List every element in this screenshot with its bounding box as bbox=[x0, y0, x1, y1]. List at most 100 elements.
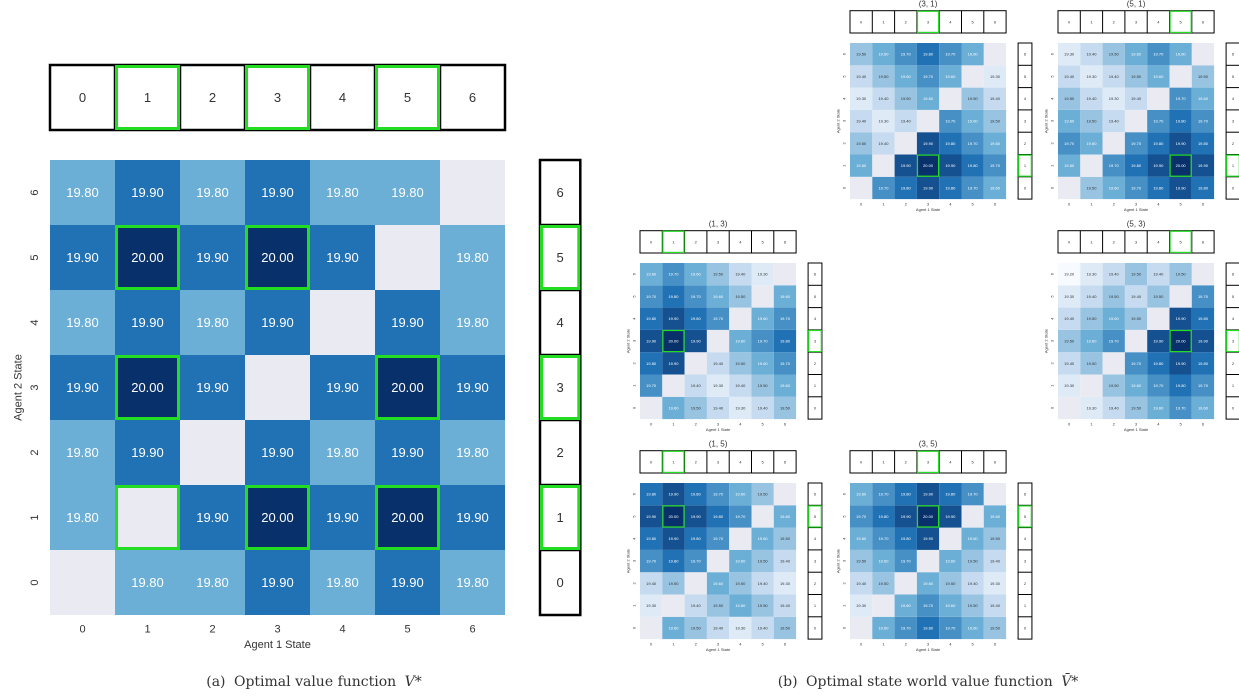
cell-value-label: 19.50 bbox=[713, 272, 724, 277]
y-tick-label: 2 bbox=[632, 581, 637, 584]
y-tick-label: 3 bbox=[842, 559, 847, 562]
cell-value-label: 19.80 bbox=[901, 185, 912, 190]
heatmap-cell bbox=[662, 329, 685, 353]
heatmap-cell bbox=[894, 616, 917, 640]
agent2-strip-label: 6 bbox=[814, 492, 817, 497]
heatmap-cell bbox=[916, 87, 940, 110]
highlighted-cell-outline bbox=[375, 355, 440, 420]
agent2-strip-label: 3 bbox=[1232, 338, 1235, 343]
heatmap-cell bbox=[115, 160, 180, 225]
heatmap-cell bbox=[1147, 263, 1170, 286]
heatmap-cell bbox=[1102, 329, 1125, 353]
heatmap-cell bbox=[916, 549, 940, 573]
agent1-strip-frame bbox=[48, 63, 507, 132]
cell-value-label: 19.80 bbox=[1153, 361, 1164, 366]
x-tick-label: 1 bbox=[672, 422, 675, 427]
agent2-strip-label: 3 bbox=[1024, 558, 1027, 563]
heatmap-cell bbox=[850, 505, 873, 528]
agent2-strip-label: 5 bbox=[814, 514, 817, 519]
heatmap-cell bbox=[961, 549, 984, 573]
x-tick-label: 4 bbox=[339, 624, 345, 636]
heatmap-cell bbox=[1058, 329, 1081, 353]
x-tick-label: 6 bbox=[784, 422, 787, 427]
heatmap-cell bbox=[1191, 396, 1215, 420]
agent2-strip-label: 5 bbox=[557, 250, 564, 265]
cell-value-label: 19.40 bbox=[735, 272, 746, 277]
cell-value-label: 19.40 bbox=[780, 603, 791, 608]
agent1-strip-label: 1 bbox=[672, 239, 675, 244]
heatmap-cell bbox=[1191, 374, 1215, 397]
heatmap-cell bbox=[684, 307, 707, 330]
cell-value-label: 19.20 bbox=[1064, 272, 1075, 277]
agent2-strip-label: 5 bbox=[1024, 514, 1027, 519]
heatmap-cell bbox=[850, 594, 873, 617]
cell-value-label: 19.90 bbox=[923, 492, 934, 497]
cell-value-label: 19.90 bbox=[326, 510, 359, 525]
cell-value-label: 19.50 bbox=[1109, 383, 1120, 388]
cell-value-label: 19.90 bbox=[668, 492, 679, 497]
heatmap-cell bbox=[1058, 176, 1081, 200]
caption-a-label: (a) bbox=[206, 674, 225, 690]
cell-value-label: 19.60 bbox=[735, 558, 746, 563]
cell-value-label: 19.30 bbox=[878, 118, 889, 123]
x-tick-label: 5 bbox=[972, 642, 975, 647]
cell-value-label: 19.70 bbox=[901, 625, 912, 630]
heatmap-cell bbox=[894, 549, 917, 573]
cell-value-label: 19.80 bbox=[1198, 185, 1209, 190]
cell-value-label: 19.60 bbox=[990, 514, 1001, 519]
cell-value-label: 19.70 bbox=[878, 185, 889, 190]
cell-value-label: 19.50 bbox=[968, 558, 979, 563]
heatmap-cell bbox=[729, 483, 752, 506]
cell-value-label: 19.50 bbox=[1086, 185, 1097, 190]
cell-value-label: 19.90 bbox=[66, 380, 99, 395]
agent1-strip-label: 3 bbox=[1135, 239, 1138, 244]
agent1-strip-label: 3 bbox=[927, 459, 930, 464]
heatmap-cell bbox=[751, 263, 774, 286]
heatmap-cell bbox=[50, 355, 115, 420]
cell-value-label: 19.90 bbox=[196, 380, 229, 395]
cell-value-label: 19.40 bbox=[1131, 294, 1142, 299]
heatmap-cell bbox=[1169, 374, 1192, 397]
heatmap-title: (1, 5) bbox=[709, 440, 728, 449]
cell-value-label: 19.50 bbox=[713, 603, 724, 608]
cell-value-label: 19.40 bbox=[990, 558, 1001, 563]
heatmap-cell bbox=[773, 616, 797, 640]
caption-b-symbol: V̄* bbox=[1061, 672, 1078, 690]
cell-value-label: 19.60 bbox=[878, 558, 889, 563]
heatmap-cell bbox=[1080, 176, 1103, 200]
heatmap-cell bbox=[1124, 352, 1148, 375]
heatmap-cell bbox=[640, 396, 663, 420]
cell-value-label: 19.60 bbox=[901, 74, 912, 79]
heatmap-cell bbox=[1102, 87, 1125, 110]
y-tick-label: 4 bbox=[1050, 317, 1055, 320]
cell-value-label: 19.80 bbox=[1131, 163, 1142, 168]
agent1-strip-label: 3 bbox=[274, 90, 281, 105]
cell-value-label: 19.80 bbox=[646, 492, 657, 497]
cell-value-label: 19.90 bbox=[261, 185, 294, 200]
agent2-strip-label: 2 bbox=[1024, 581, 1027, 586]
highlighted-cell-outline bbox=[662, 329, 685, 353]
x-axis-label: Agent 1 State bbox=[706, 647, 731, 652]
heatmap-cell bbox=[983, 549, 1007, 573]
cell-value-label: 19.50 bbox=[1086, 361, 1097, 366]
cell-value-label: 20.00 bbox=[131, 380, 164, 395]
caption-b-label: (b) bbox=[778, 674, 798, 690]
agent1-strip-label: 3 bbox=[717, 459, 720, 464]
heatmap-cell bbox=[939, 505, 962, 528]
heatmap-cell bbox=[684, 594, 707, 617]
cell-value-label: 19.30 bbox=[856, 603, 867, 608]
agent1-strip-label: 6 bbox=[469, 90, 476, 105]
heatmap-cell bbox=[729, 263, 752, 286]
x-tick-label: 1 bbox=[1090, 422, 1093, 427]
agent1-strip-label: 4 bbox=[739, 459, 742, 464]
caption-b: (b) Optimal state world value function V… bbox=[778, 672, 1079, 690]
cell-value-label: 19.80 bbox=[456, 575, 489, 590]
heatmap-cell bbox=[640, 263, 663, 286]
heatmap-cell bbox=[640, 374, 663, 397]
agent2-strip-label: 6 bbox=[1024, 52, 1027, 57]
heatmap-cell bbox=[1102, 109, 1125, 133]
cell-value-label: 19.50 bbox=[691, 405, 702, 410]
cell-value-label: 19.60 bbox=[856, 163, 867, 168]
heatmap-cell bbox=[961, 43, 984, 66]
heatmap-cell bbox=[773, 329, 797, 353]
